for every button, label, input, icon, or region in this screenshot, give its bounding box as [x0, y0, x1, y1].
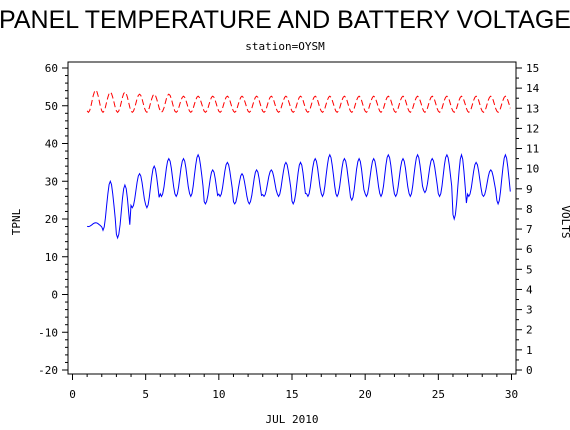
left-tick-label: -10: [38, 326, 58, 339]
x-tick-label: 15: [285, 388, 298, 401]
chart-title: PANEL TEMPERATURE AND BATTERY VOLTAGE: [0, 6, 570, 34]
right-tick-label: 6: [526, 243, 533, 256]
x-tick-label: 25: [432, 388, 445, 401]
right-tick-label: 8: [526, 203, 533, 216]
series-line-1: [86, 89, 511, 114]
left-tick-label: 60: [45, 62, 58, 75]
right-tick-label: 5: [526, 263, 533, 276]
x-axis-label: JUL 2010: [266, 413, 319, 426]
right-tick-label: 9: [526, 183, 533, 196]
right-tick-label: 15: [526, 62, 539, 75]
left-axis-label: TPNL: [10, 208, 23, 235]
right-tick-label: 4: [526, 283, 533, 296]
right-tick-label: 0: [526, 364, 533, 377]
chart-subtitle: station=OYSM: [245, 40, 325, 53]
x-tick-label: 0: [69, 388, 76, 401]
right-tick-label: 13: [526, 102, 539, 115]
x-tick-label: 5: [142, 388, 149, 401]
series-line-0: [86, 152, 511, 240]
x-tick-label: 30: [505, 388, 518, 401]
x-tick-label: 20: [359, 388, 372, 401]
right-tick-label: 10: [526, 163, 539, 176]
right-tick-label: 12: [526, 122, 539, 135]
left-tick-label: 20: [45, 213, 58, 226]
left-tick-label: 50: [45, 100, 58, 113]
left-tick-label: 10: [45, 251, 58, 264]
right-tick-label: 1: [526, 344, 533, 357]
series-layer: [86, 89, 511, 240]
tick-layer: 0 5 10 15 20 25 30-20-100102030405060012345678…: [38, 62, 539, 401]
right-tick-label: 11: [526, 143, 539, 156]
left-tick-label: 40: [45, 138, 58, 151]
right-tick-label: 3: [526, 304, 533, 317]
plot-frame: [67, 61, 517, 375]
left-tick-label: -20: [38, 364, 58, 377]
left-tick-label: 30: [45, 175, 58, 188]
x-tick-label: 10: [212, 388, 225, 401]
right-tick-label: 14: [526, 82, 540, 95]
left-tick-label: 0: [51, 289, 58, 302]
right-tick-label: 7: [526, 223, 533, 236]
right-axis-label: VOLTS: [559, 205, 570, 238]
right-tick-label: 2: [526, 324, 533, 337]
